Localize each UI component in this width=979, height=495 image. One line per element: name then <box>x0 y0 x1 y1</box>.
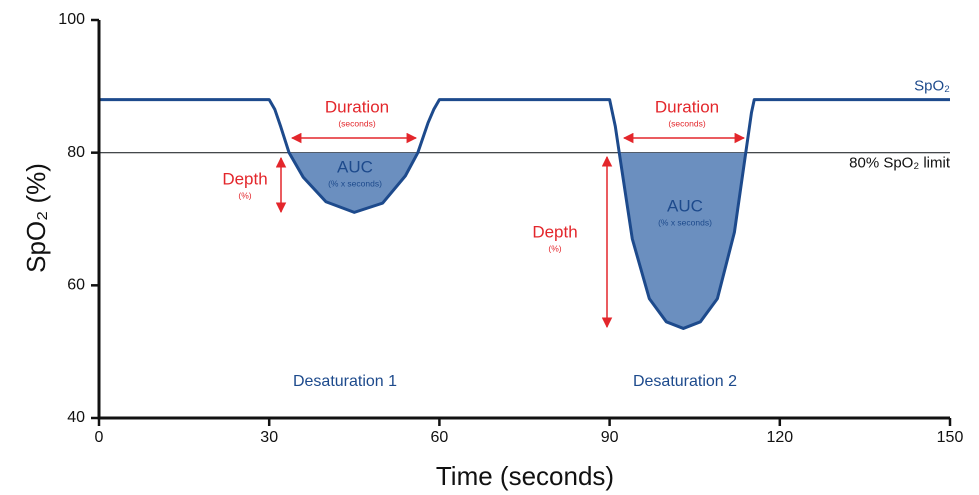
y-axis-label: SpO₂ (%) <box>21 163 51 273</box>
annotation-subtext: (% x seconds) <box>658 217 712 227</box>
annotation-text: Duration <box>655 97 719 116</box>
annotation-subtext: (seconds) <box>338 118 375 128</box>
annotation-subtext: (%) <box>238 190 251 200</box>
x-axis-label: Time (seconds) <box>436 461 614 491</box>
x-tick-label: 90 <box>601 429 619 446</box>
annotation-subtext: (seconds) <box>668 118 705 128</box>
y-tick-label: 80 <box>67 144 85 161</box>
series-label: SpO₂ <box>914 78 950 95</box>
x-tick-label: 60 <box>431 429 449 446</box>
threshold-label: 80% SpO₂ limit <box>849 155 951 172</box>
x-tick-label: 30 <box>260 429 278 446</box>
annotation-text: AUC <box>337 157 373 176</box>
annotation-text: AUC <box>667 196 703 215</box>
event-label: Desaturation 1 <box>293 373 397 390</box>
x-tick-label: 0 <box>95 429 104 446</box>
annotation-text: Duration <box>325 97 389 116</box>
annotation-text: Depth <box>532 222 577 241</box>
annotation-text: Depth <box>222 169 267 188</box>
auc-area <box>99 152 950 329</box>
series-line <box>99 98 950 330</box>
y-tick-label: 100 <box>58 11 85 28</box>
x-tick-label: 120 <box>766 429 793 446</box>
annotation-subtext: (%) <box>548 243 561 253</box>
y-tick-label: 40 <box>67 409 85 426</box>
y-tick-label: 60 <box>67 277 85 294</box>
event-label: Desaturation 2 <box>633 373 737 390</box>
x-tick-label: 150 <box>937 429 964 446</box>
annotation-subtext: (% x seconds) <box>328 178 382 188</box>
